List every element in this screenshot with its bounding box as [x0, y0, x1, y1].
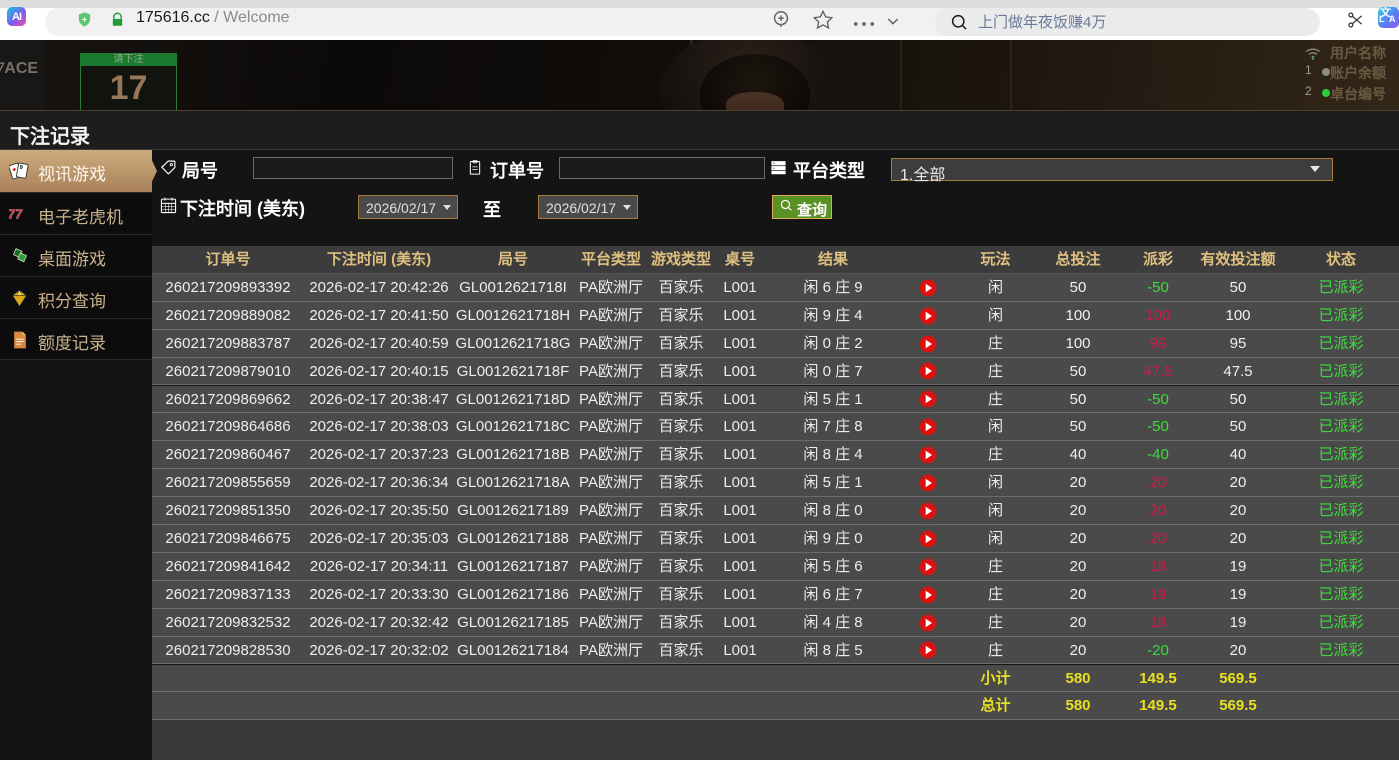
svg-text:77: 77 [9, 207, 23, 222]
